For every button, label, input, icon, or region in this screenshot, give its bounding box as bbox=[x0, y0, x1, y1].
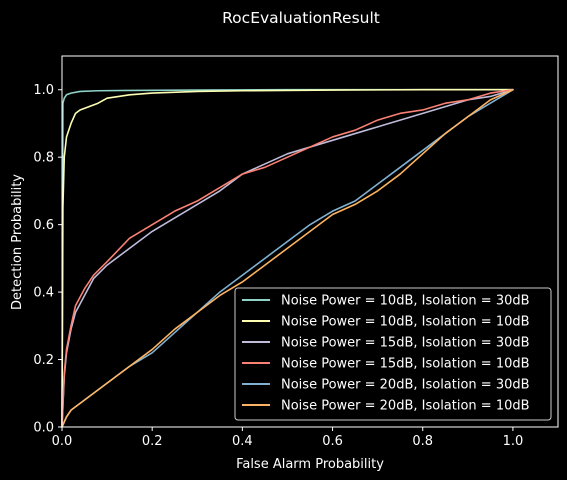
y-tick-label: 0.0 bbox=[33, 421, 54, 436]
x-axis: 0.0 0.2 0.4 0.6 0.8 1.0 bbox=[52, 427, 524, 449]
series-line-1 bbox=[61, 88, 514, 428]
series-line-4 bbox=[61, 88, 514, 428]
legend-label-2: Noise Power = 10dB, Isolation = 10dB bbox=[281, 315, 530, 330]
x-tick-label: 0.6 bbox=[322, 434, 343, 449]
y-axis-title: Detection Probability bbox=[10, 174, 25, 310]
legend-label-1: Noise Power = 10dB, Isolation = 30dB bbox=[281, 294, 530, 309]
legend-label-3: Noise Power = 15dB, Isolation = 30dB bbox=[281, 336, 530, 351]
chart-title: RocEvaluationResult bbox=[222, 9, 380, 27]
legend-box bbox=[234, 287, 552, 421]
x-tick-label: 0.0 bbox=[52, 434, 73, 449]
legend-label-6: Noise Power = 20dB, Isolation = 10dB bbox=[281, 399, 530, 414]
plot-frame bbox=[61, 55, 559, 428]
y-tick-label: 0.4 bbox=[33, 286, 54, 301]
series-line-2 bbox=[61, 88, 514, 428]
series-layer bbox=[61, 88, 514, 428]
legend-label-5: Noise Power = 20dB, Isolation = 30dB bbox=[281, 378, 530, 393]
x-tick-label: 0.4 bbox=[232, 434, 253, 449]
series-line-6 bbox=[61, 88, 514, 428]
legend-label-4: Noise Power = 15dB, Isolation = 10dB bbox=[281, 357, 530, 372]
x-tick-label: 1.0 bbox=[503, 434, 524, 449]
legend-items: Noise Power = 10dB, Isolation = 30dB Nois… bbox=[242, 294, 530, 414]
y-tick-label: 0.8 bbox=[33, 151, 54, 166]
y-axis: 0.0 0.2 0.4 0.6 0.8 1.0 bbox=[33, 83, 62, 436]
x-axis-title: False Alarm Probability bbox=[236, 457, 384, 472]
y-tick-label: 1.0 bbox=[33, 83, 54, 98]
legend: Noise Power = 10dB, Isolation = 30dB Nois… bbox=[234, 287, 552, 421]
y-tick-label: 0.6 bbox=[33, 218, 54, 233]
plot-area bbox=[61, 55, 559, 428]
x-tick-label: 0.8 bbox=[412, 434, 433, 449]
x-tick-label: 0.2 bbox=[142, 434, 163, 449]
series-line-3 bbox=[61, 88, 514, 428]
y-tick-label: 0.2 bbox=[33, 353, 54, 368]
